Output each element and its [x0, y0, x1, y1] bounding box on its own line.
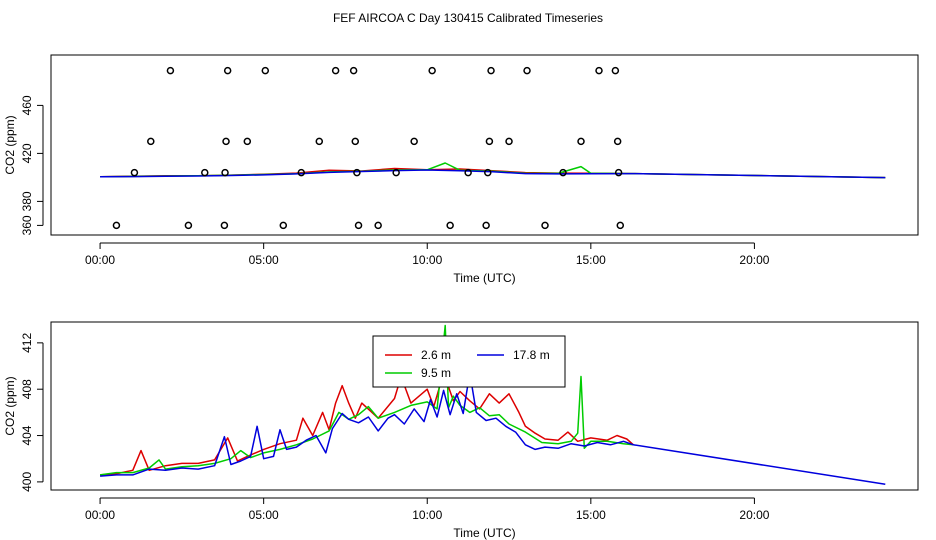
- y-tick-label: 360: [20, 215, 34, 235]
- x-axis-label: Time (UTC): [453, 526, 515, 540]
- scatter-point: [261, 66, 270, 75]
- x-tick-label: 00:00: [85, 508, 115, 522]
- x-axis-label: Time (UTC): [453, 271, 515, 285]
- scatter-point: [243, 137, 252, 146]
- x-axis: 00:00 05:00 10:00 15:00 20:00 Time (UTC): [85, 497, 770, 540]
- x-tick-label: 15:00: [576, 508, 606, 522]
- scatter-point: [464, 168, 472, 177]
- scatter-point: [487, 66, 495, 75]
- x-tick-label: 05:00: [249, 253, 279, 267]
- scatter-point: [147, 137, 155, 146]
- scatter-point: [541, 221, 549, 230]
- y-tick-label: 460: [20, 95, 34, 115]
- y-tick-label: 400: [20, 472, 34, 492]
- y-axis-label: CO2 (ppm): [3, 376, 17, 435]
- scatter-point: [349, 66, 358, 75]
- scatter-point: [485, 137, 494, 146]
- x-tick-label: 20:00: [739, 508, 769, 522]
- scatter-point: [428, 66, 436, 75]
- scatter-point: [505, 137, 513, 146]
- scatter-point: [184, 221, 193, 230]
- scatter-point: [482, 221, 490, 230]
- scatter-point: [374, 221, 382, 230]
- chart-title: FEF AIRCOA C Day 130415 Calibrated Times…: [333, 11, 603, 25]
- legend-label: 9.5 m: [421, 366, 451, 380]
- scatter-point: [315, 137, 324, 146]
- x-tick-label: 05:00: [249, 508, 279, 522]
- y-axis-label: CO2 (ppm): [3, 115, 17, 174]
- scatter-point: [331, 66, 340, 75]
- scatter-point: [611, 66, 620, 75]
- series-line-2-6-m: [100, 372, 634, 476]
- scatter-point: [614, 168, 623, 177]
- scatter-point: [392, 168, 400, 177]
- plot-frame: [50, 321, 919, 491]
- legend-label: 2.6 m: [421, 348, 451, 362]
- scatter-point: [353, 168, 361, 177]
- series-line-9-5-m: [99, 324, 634, 476]
- y-tick-label: 420: [20, 143, 34, 163]
- scatter-point: [577, 137, 585, 146]
- x-tick-label: 20:00: [739, 253, 769, 267]
- scatter-point: [446, 221, 454, 230]
- series-line-17-8-m: [100, 372, 886, 485]
- scatter-point: [484, 168, 492, 177]
- scatter-points: [112, 66, 625, 230]
- x-tick-label: 10:00: [412, 253, 442, 267]
- y-tick-label: 380: [20, 191, 34, 211]
- legend-box: [372, 335, 566, 388]
- scatter-point: [130, 168, 139, 177]
- legend: 2.6 m 9.5 m 17.8 m: [372, 335, 566, 388]
- scatter-point: [201, 168, 209, 177]
- y-tick-label: 404: [20, 425, 34, 445]
- scatter-point: [220, 221, 229, 230]
- x-tick-label: 10:00: [412, 508, 442, 522]
- plot-frame: [50, 54, 919, 236]
- x-tick-label: 15:00: [576, 253, 606, 267]
- series-line-17-8-m: [100, 169, 886, 179]
- y-axis: 400 404 408 412 CO2 (ppm): [3, 333, 44, 492]
- y-tick-label: 408: [20, 379, 34, 399]
- series-group: [99, 324, 886, 485]
- scatter-point: [222, 137, 230, 146]
- scatter-point: [410, 137, 418, 146]
- scatter-point: [112, 221, 121, 230]
- legend-label: 17.8 m: [513, 348, 550, 362]
- scatter-point: [354, 221, 363, 230]
- series-group: [100, 162, 886, 179]
- scatter-point: [616, 221, 625, 230]
- x-tick-label: 00:00: [85, 253, 115, 267]
- scatter-point: [613, 137, 622, 146]
- x-axis: 00:00 05:00 10:00 15:00 20:00 Time (UTC): [85, 242, 770, 285]
- top-panel: 00:00 05:00 10:00 15:00 20:00 Time (UTC) 360 38…: [3, 54, 919, 285]
- scatter-point: [297, 168, 306, 177]
- scatter-point: [221, 168, 229, 177]
- scatter-point: [166, 66, 175, 75]
- scatter-point: [595, 66, 603, 75]
- scatter-point: [523, 66, 531, 75]
- y-tick-label: 412: [20, 333, 34, 353]
- scatter-point: [223, 66, 232, 75]
- scatter-point: [279, 221, 288, 230]
- scatter-point: [351, 137, 360, 146]
- scatter-point: [559, 168, 567, 177]
